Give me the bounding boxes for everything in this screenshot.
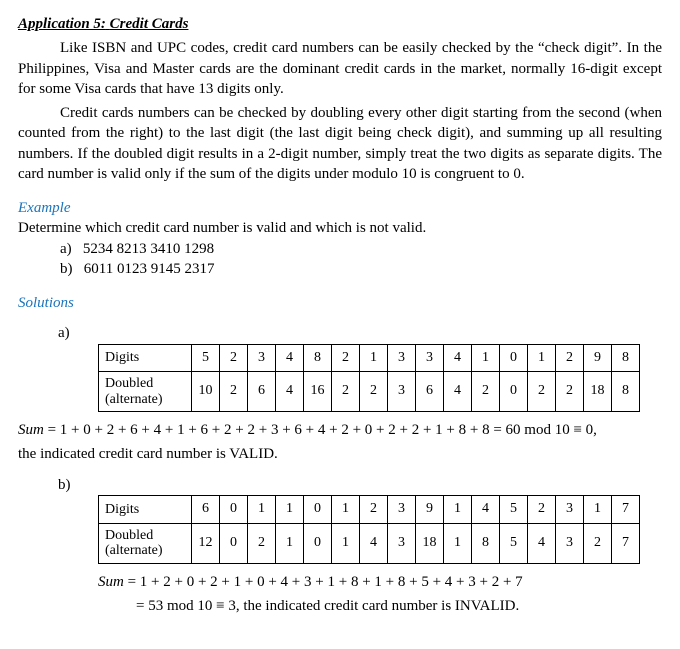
paragraph-2: Credit cards numbers can be checked by d… (18, 103, 662, 184)
example-item-b: b) 6011 0123 9145 2317 (60, 259, 662, 279)
table-a: Digits 5234821334101298 Doubled (alterna… (98, 344, 640, 413)
solutions-heading: Solutions (18, 293, 662, 313)
paragraph-1: Like ISBN and UPC codes, credit card num… (18, 38, 662, 99)
example-prompt: Determine which credit card number is va… (18, 218, 662, 238)
item-a-value: 5234 8213 3410 1298 (83, 241, 214, 257)
sum-a-conclusion: the indicated credit card number is VALI… (18, 444, 662, 464)
table-b: Digits 6011012391452317 Doubled (alterna… (98, 495, 640, 564)
sum-a-line1: Sum Sum = 1 + 0 + 2 + 6 + 4 + 1 + 6 + 2 … (18, 420, 662, 440)
app-number: Application 5: (18, 16, 106, 32)
solution-b-label: b) (58, 475, 662, 495)
solution-a-label: a) (58, 323, 662, 343)
row-label-doubled: Doubled (alternate) (99, 372, 192, 412)
row-label-doubled-b: Doubled (alternate) (99, 523, 192, 563)
item-b-value: 6011 0123 9145 2317 (84, 261, 215, 277)
item-a-label: a) (60, 241, 72, 257)
row-label-digits-b: Digits (99, 495, 192, 523)
sum-b-line1: Sum = 1 + 2 + 0 + 2 + 1 + 0 + 4 + 3 + 1 … (98, 572, 662, 592)
table-row: Digits 5234821334101298 (99, 344, 640, 372)
row-label-digits: Digits (99, 344, 192, 372)
table-row: Doubled (alternate) 120210143181854327 (99, 523, 640, 563)
title-line: Application 5: Credit Cards (18, 14, 662, 34)
table-row: Doubled (alternate) 1026416223642022188 (99, 372, 640, 412)
example-heading: Example (18, 198, 662, 218)
table-row: Digits 6011012391452317 (99, 495, 640, 523)
item-b-label: b) (60, 261, 73, 277)
sum-b-line2: = 53 mod 10 ≡ 3, the indicated credit ca… (136, 596, 662, 616)
app-subject: Credit Cards (110, 16, 189, 32)
example-item-a: a) 5234 8213 3410 1298 (60, 239, 662, 259)
